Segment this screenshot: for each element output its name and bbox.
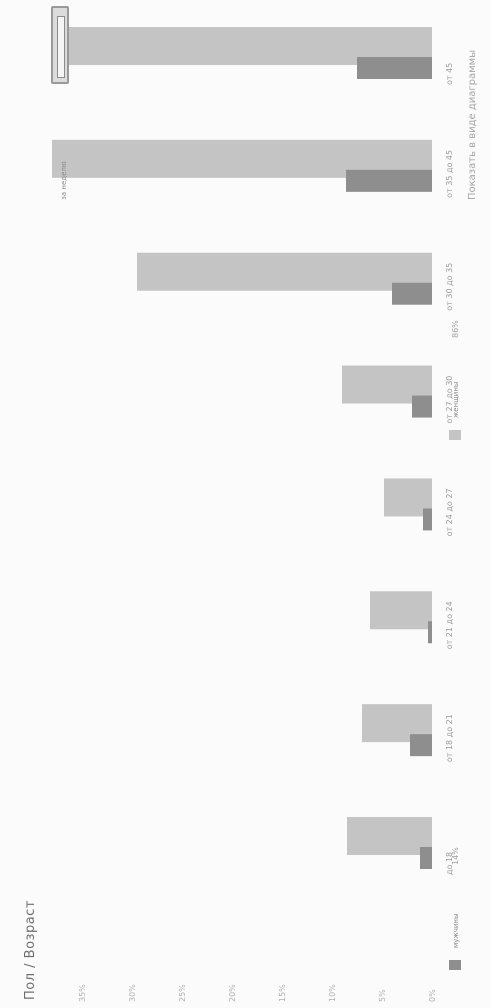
section-title: Пол / Возраст bbox=[23, 900, 38, 1000]
category-label: от 27 до 30 bbox=[445, 376, 454, 424]
bar-men bbox=[420, 847, 432, 869]
x-tick-label: 15% bbox=[278, 984, 287, 1002]
bar-women bbox=[370, 591, 432, 630]
legend-swatch-men bbox=[449, 960, 461, 970]
legend-label-men: мужчины bbox=[452, 913, 460, 948]
category-label: от 30 до 35 bbox=[445, 263, 454, 311]
view-toggle-button[interactable] bbox=[51, 6, 69, 84]
category-label: от 21 до 24 bbox=[445, 601, 454, 649]
x-tick-label: 25% bbox=[178, 984, 187, 1002]
annotation-label: за неделю bbox=[60, 161, 68, 200]
bar-men bbox=[357, 57, 432, 79]
bar-men bbox=[428, 621, 432, 644]
bar-men bbox=[412, 395, 432, 418]
category-label: от 18 до 21 bbox=[445, 714, 454, 762]
legend-percent-women: 86% bbox=[451, 320, 460, 338]
bar-men bbox=[392, 282, 432, 305]
x-tick-label: 35% bbox=[78, 984, 87, 1002]
x-tick-label: 10% bbox=[328, 984, 337, 1002]
legend-percent-men: 14% bbox=[451, 847, 460, 865]
legend-label-women: женщины bbox=[452, 382, 460, 418]
x-tick-label: 5% bbox=[378, 989, 387, 1002]
bar-women bbox=[347, 817, 432, 855]
view-toggle-label[interactable]: Показать в виде диаграммы bbox=[467, 49, 478, 200]
bar-men bbox=[346, 169, 432, 192]
category-label: до 18 bbox=[445, 852, 454, 875]
x-tick-label: 0% bbox=[428, 989, 437, 1002]
category-label: от 45 bbox=[445, 63, 454, 85]
x-tick-label: 20% bbox=[228, 984, 237, 1002]
category-label: от 24 до 27 bbox=[445, 488, 454, 536]
legend-swatch-women bbox=[449, 430, 461, 440]
bar-men bbox=[410, 734, 432, 757]
category-label: от 35 до 45 bbox=[445, 150, 454, 198]
bar-women bbox=[137, 252, 432, 291]
bar-men bbox=[423, 508, 432, 531]
toggle-switch-icon bbox=[57, 16, 65, 78]
x-tick-label: 30% bbox=[128, 984, 137, 1002]
